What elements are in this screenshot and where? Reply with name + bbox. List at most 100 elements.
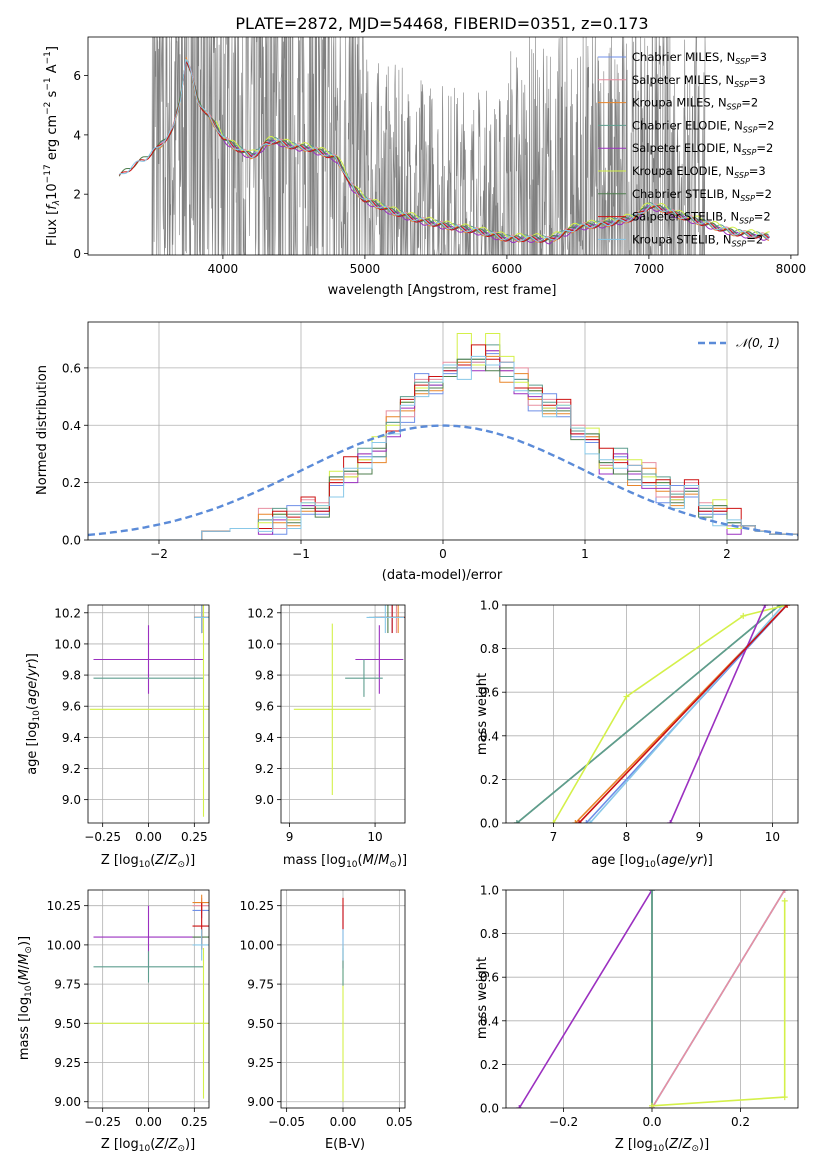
- age-vs-Z-xtick-label: 0.25: [181, 830, 208, 844]
- legend-label: Salpeter MILES, NSSP=3: [632, 73, 766, 89]
- cumulative-z-ylabel: mass weight: [475, 957, 490, 1039]
- spectrum-ytick-label: 0: [73, 247, 81, 261]
- spectrum-xlabel: wavelength [Angstrom, rest frame]: [328, 283, 557, 298]
- legend-label: Chabrier MILES, NSSP=3: [632, 50, 767, 66]
- cumulative-weight-marker: [516, 1105, 523, 1108]
- residuals-xlabel: (data-model)/error: [382, 568, 503, 583]
- spectrum-xtick-label: 7000: [634, 262, 665, 276]
- legend-label: Salpeter ELODIE, NSSP=2: [632, 141, 773, 157]
- spectrum-marks: [118, 37, 770, 255]
- age-vs-Z-ytick-label: 10.0: [54, 637, 81, 651]
- residual-histogram-step: [88, 358, 798, 540]
- mass-vs-ebv-plot-area: −0.05 0.00 0.05 9.00 9.25 9.50 9.75 10.00 10.25: [240, 889, 413, 1129]
- age-vs-Z-marks: [88, 605, 209, 823]
- cumulative-age-ytick-label: 0.8: [480, 642, 499, 656]
- cumulative-Z-xtick-label: −0.2: [549, 1115, 578, 1129]
- spectrum-ytick-label: 6: [73, 69, 81, 83]
- spectrum-xtick-label: 5000: [350, 262, 381, 276]
- cumulative-weight-line: [518, 890, 653, 1108]
- cumulative-weight-line: [669, 605, 766, 823]
- cumulative-weight-marker: [781, 1094, 788, 1101]
- age-vs-Z-ytick-label: 10.2: [54, 606, 81, 620]
- legend-label: Salpeter STELIB, NSSP=2: [632, 210, 771, 226]
- spectrum-xtick-label: 8000: [776, 262, 807, 276]
- cumulative-age-xlabel: age [log10(age/yr)]: [591, 853, 713, 870]
- cumulative-weight-marker: [667, 820, 674, 823]
- residual-histogram-step: [88, 355, 798, 540]
- mass-vs-z-panel: −0.25 0.00 0.259.009.259.509.7510.0010.25 …: [17, 889, 210, 1154]
- age-vs-mass-ytick-label: 10.0: [247, 637, 274, 651]
- cumulative-Z-ytick-label: 0.4: [480, 1014, 499, 1028]
- cumulative-Z-frame: [505, 889, 799, 1109]
- age-vs-z-plot-area: −0.25 0.00 0.25 9.0 9.2 9.4 9.6 9.8 10.0 10.2: [54, 604, 210, 844]
- cumulative-age-ylabel: mass weight: [475, 673, 490, 755]
- cumulative-weight-marker: [583, 820, 590, 823]
- residuals-ytick-label: 0.2: [62, 476, 81, 490]
- mass-vs-EBV-xtick-label: −0.05: [268, 1115, 305, 1129]
- legend-label: 𝒩(0, 1): [736, 336, 780, 350]
- cumulative-weight-marker: [572, 820, 579, 823]
- residuals-xtick-label: 1: [581, 547, 589, 561]
- age-vs-mass-frame: [280, 604, 406, 824]
- spectrum-plot-area: 4000 5000 6000 7000 8000 0 2 4 6 Chabrier MILES, …: [73, 36, 807, 276]
- cumulative-age-xtick-label: 7: [550, 830, 558, 844]
- mass-vs-ebv-panel: −0.05 0.00 0.059.009.259.509.7510.0010.25 …: [240, 889, 413, 1152]
- spectrum-ytick-label: 2: [73, 188, 81, 202]
- legend-label: Kroupa STELIB, NSSP=2: [632, 232, 763, 248]
- cumulative-age-ytick-label: 0.2: [480, 773, 499, 787]
- age-vs-mass-xtick-label: 9: [286, 830, 294, 844]
- mass-vs-z-ylabel: mass [log10(M/M⊙)]: [17, 936, 34, 1060]
- age-vs-mass-xlabel: mass [log10(M/M⊙)]: [283, 853, 407, 870]
- cumulative-weight-marker: [740, 612, 747, 619]
- mass-vs-EBV-xtick-label: 0.05: [386, 1115, 413, 1129]
- age-vs-mass-ytick-label: 9.6: [255, 700, 274, 714]
- cumulative-weight-marker: [586, 820, 593, 823]
- cumulative-weight-marker: [784, 605, 791, 608]
- legend-label: Kroupa ELODIE, NSSP=3: [632, 164, 766, 180]
- cumulative-weight-marker: [550, 820, 557, 823]
- cumulative-Z-xtick-label: 0.0: [642, 1115, 661, 1129]
- residuals-xtick-label: −2: [150, 547, 168, 561]
- mass-vs-Z-xtick-label: 0.25: [181, 1115, 208, 1129]
- age-vs-mass-xtick-label: 10: [367, 830, 382, 844]
- residuals-ytick-label: 0.6: [62, 361, 81, 375]
- model-spectrum-line: [119, 58, 769, 242]
- residuals-frame: [87, 321, 799, 541]
- residuals-xtick-label: 2: [723, 547, 731, 561]
- age-vs-Z-xtick-label: 0.00: [135, 830, 162, 844]
- cumulative-weight-marker: [781, 890, 788, 893]
- age-vs-mass-ytick-label: 9.8: [255, 669, 274, 683]
- age-vs-mass-ytick-label: 9.0: [255, 793, 274, 807]
- cumulative-age-plot-area: 7 8 9 10 0.0 0.2 0.4 0.6 0.8 1.0: [480, 599, 799, 844]
- cumulative-weight-line: [578, 605, 788, 823]
- mass-vs-EBV-ytick-label: 10.00: [240, 938, 274, 952]
- mass-vs-EBV-xtick-label: 0.00: [330, 1115, 357, 1129]
- mass-vs-EBV-ytick-label: 9.50: [247, 1017, 274, 1031]
- cumulative-age-ytick-label: 1.0: [480, 599, 499, 613]
- residuals-plot-area: −2 −1 0 1 2 0.0 0.2 0.4 0.6 𝒩(0, 1): [62, 321, 799, 561]
- mass-vs-EBV-marks: [281, 890, 405, 1108]
- cumulative-weight-marker: [762, 605, 769, 608]
- normal-reference-curve: [88, 424, 798, 537]
- residuals-ytick-label: 0.4: [62, 419, 81, 433]
- cumulative-z-panel: −0.2 0.0 0.2 0.0 0.2 0.4 0.6 0.8 1.0 Z [log10(Z/…: [475, 884, 799, 1154]
- cumulative-weight-marker: [513, 820, 520, 823]
- residuals-marks: [88, 322, 798, 540]
- age-vs-mass-plot-area: 9 10 9.0 9.2 9.4 9.6 9.8 10.0 10.2: [247, 604, 406, 844]
- cumulative-Z-xtick-label: 0.2: [731, 1115, 750, 1129]
- age-vs-Z-ytick-label: 9.8: [62, 669, 81, 683]
- cumulative-weight-marker: [623, 693, 630, 700]
- cumulative-age-frame: [505, 604, 799, 824]
- cumulative-age-xtick-label: 10: [765, 830, 780, 844]
- spectrum-xtick-label: 6000: [492, 262, 523, 276]
- cumulative-Z-ytick-label: 1.0: [480, 884, 499, 898]
- legend-label: Chabrier ELODIE, NSSP=2: [632, 118, 774, 134]
- mass-vs-EBV-ytick-label: 10.25: [240, 899, 274, 913]
- age-vs-Z-ytick-label: 9.0: [62, 793, 81, 807]
- cumulative-weight-marker: [781, 897, 788, 904]
- mass-vs-Z-marks: [88, 890, 209, 1108]
- mass-vs-ebv-xlabel: E(B-V): [325, 1137, 365, 1152]
- cumulative-age-xtick-label: 9: [696, 830, 704, 844]
- mass-vs-EBV-frame: [280, 889, 406, 1109]
- spectrum-ytick-label: 4: [73, 128, 81, 142]
